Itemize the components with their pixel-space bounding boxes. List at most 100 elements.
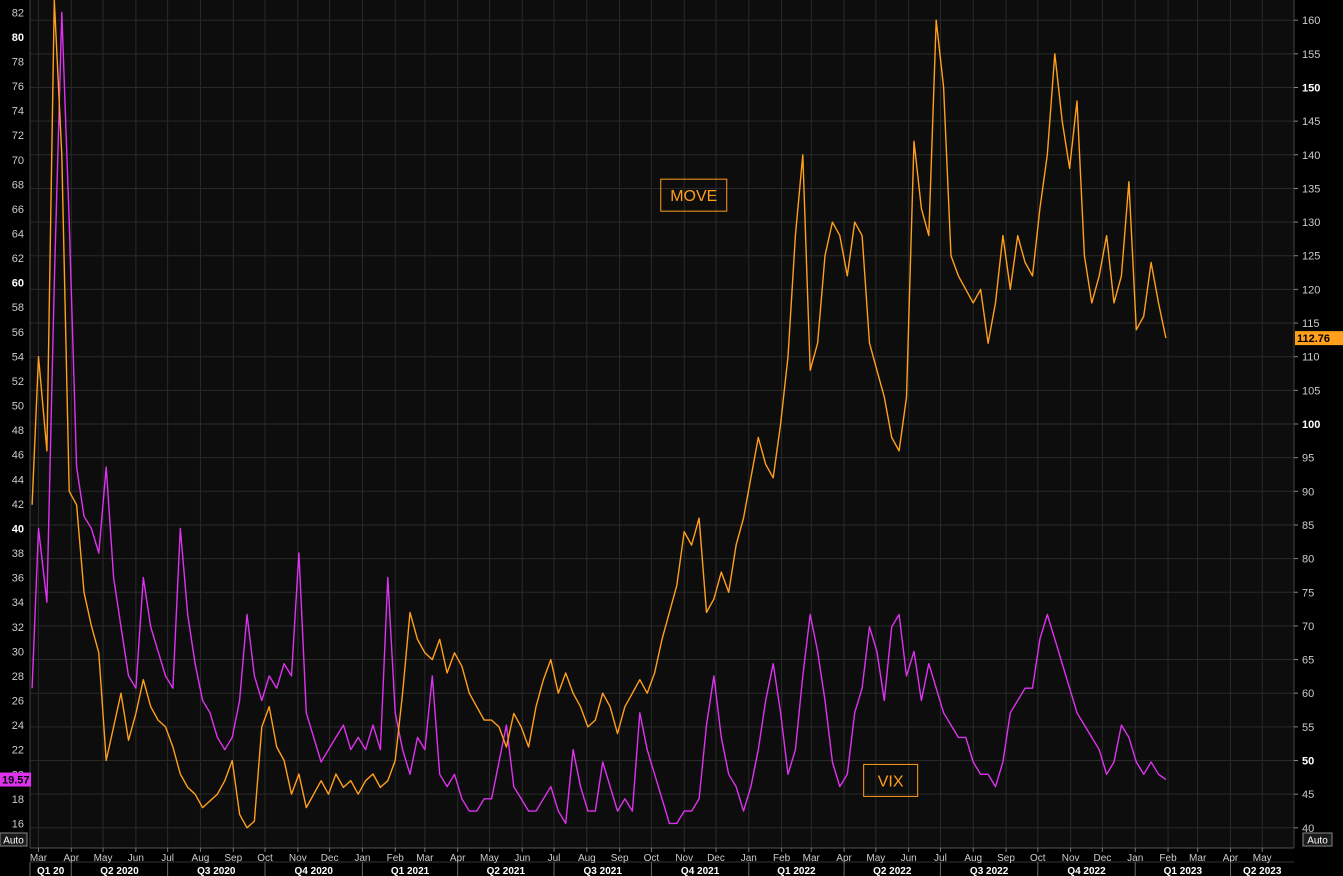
right-axis-tick-label: 70: [1302, 621, 1314, 633]
x-axis-month-label: Jun: [128, 853, 144, 864]
x-axis-month-label: May: [866, 853, 885, 864]
left-axis-tick-label: 32: [12, 622, 24, 634]
left-axis-tick-label: 56: [12, 327, 24, 339]
left-y-axis: 1618202224262830323436384042444648505254…: [0, 0, 31, 848]
left-axis-tick-label: 40: [12, 523, 24, 535]
x-axis-month-label: Nov: [675, 853, 693, 864]
right-axis-tick-label: 85: [1302, 520, 1314, 532]
left-axis-tick-label: 70: [12, 155, 24, 167]
right-axis-tick-label: 55: [1302, 722, 1314, 734]
left-axis-tick-label: 34: [12, 597, 24, 609]
vix-annotation-box: [863, 763, 919, 797]
right-axis-tick-label: 150: [1302, 82, 1320, 94]
x-axis-month-label: Mar: [416, 853, 434, 864]
right-axis-tick-label: 45: [1302, 789, 1314, 801]
right-axis-tick-label: 95: [1302, 453, 1314, 465]
right-y-axis: 40 45 50 55 60 65 70 75 80 85 90 95 100 105 110 115 120 1…: [1293, 0, 1343, 848]
left-axis-tick-label: 28: [12, 671, 24, 683]
left-axis-tick-label: 64: [12, 229, 24, 241]
x-axis-month-label: May: [1253, 853, 1272, 864]
x-axis-month-label: Oct: [257, 853, 273, 864]
x-axis-month-label: Jun: [901, 853, 917, 864]
left-axis-tick-label: 38: [12, 548, 24, 560]
x-axis-quarter-label: Q2 2021: [487, 866, 526, 876]
left-axis-tick-label: 60: [12, 278, 24, 290]
left-axis-tick-label: 78: [12, 56, 24, 68]
right-axis-background: [1294, 0, 1343, 848]
x-axis-month-label: Jun: [514, 853, 530, 864]
x-axis-month-label: Aug: [578, 853, 596, 864]
x-axis-month-label: Sep: [611, 853, 629, 864]
right-axis-tick-label: 40: [1302, 823, 1314, 835]
x-axis-month-label: Mar: [1189, 853, 1207, 864]
x-axis-month-label: Jul: [934, 853, 947, 864]
x-axis-month-label: Apr: [450, 853, 466, 864]
right-axis-tick-label: 145: [1302, 116, 1320, 128]
series-layer: [31, 0, 1167, 829]
x-axis-quarter-label: Q3 2021: [584, 866, 623, 876]
right-axis-tick-label: 105: [1302, 385, 1320, 397]
x-axis-quarter-label: Q2 2020: [100, 866, 139, 876]
left-axis-tick-label: 58: [12, 302, 24, 314]
x-axis-quarter-label: Q2 2023: [1243, 866, 1282, 876]
x-axis-month-label: Apr: [1223, 853, 1239, 864]
move-annotation-box: [660, 178, 728, 212]
left-axis-tick-label: 24: [12, 720, 24, 732]
x-axis-quarter-label: Q1 20: [37, 866, 65, 876]
left-axis-tick-label: 76: [12, 81, 24, 93]
vix-annotation-label: VIX: [878, 773, 904, 790]
right-axis-tick-label: 115: [1302, 318, 1320, 330]
left-axis-tick-label: 54: [12, 351, 24, 363]
right-auto-button-label: Auto: [1307, 836, 1328, 847]
x-axis-quarter-label: Q3 2022: [970, 866, 1009, 876]
right-axis-tick-label: 50: [1302, 756, 1314, 768]
right-axis-tick-label: 80: [1302, 554, 1314, 566]
x-axis-quarter-label: Q1 2022: [777, 866, 816, 876]
right-auto-button-frame: [1302, 832, 1333, 847]
right-axis-tick-label: 60: [1302, 688, 1314, 700]
left-axis-tick-label: 18: [12, 794, 24, 806]
vix-last-value-tag: [0, 772, 31, 787]
right-axis-tick-label: 140: [1302, 150, 1320, 162]
x-axis-month-label: Oct: [1030, 853, 1046, 864]
right-axis-tick-label: 90: [1302, 486, 1314, 498]
right-axis-tick-label: 65: [1302, 655, 1314, 667]
move-series-line: [31, 0, 1167, 829]
right-axis-tick-label: 135: [1302, 183, 1320, 195]
x-axis-month-label: Aug: [964, 853, 982, 864]
left-axis-tick-label: 74: [12, 106, 24, 118]
x-axis-quarter-label: Q1 2023: [1164, 866, 1203, 876]
x-axis-month-label: Apr: [836, 853, 852, 864]
left-auto-button-frame: [0, 832, 28, 847]
x-axis-month-label: Dec: [707, 853, 725, 864]
right-axis-tick-label: 120: [1302, 284, 1320, 296]
x-axis-month-label: Jan: [741, 853, 757, 864]
right-axis-tick-label: 160: [1302, 15, 1320, 27]
x-axis-month-label: Jul: [548, 853, 561, 864]
left-axis-tick-label: 36: [12, 573, 24, 585]
x-axis-month-label: Mar: [803, 853, 821, 864]
right-axis-tick-label: 125: [1302, 251, 1320, 263]
x-axis-month-label: Apr: [64, 853, 80, 864]
x-axis-month-label: Jan: [1127, 853, 1143, 864]
left-axis-tick-label: 82: [12, 7, 24, 19]
move-last-value-tag: [1295, 331, 1343, 346]
move-annotation-label: MOVE: [670, 188, 717, 205]
left-axis-tick-label: 50: [12, 401, 24, 413]
x-axis-month-label: Sep: [997, 853, 1015, 864]
x-axis-month-label: Jan: [354, 853, 370, 864]
left-axis-tick-label: 30: [12, 646, 24, 658]
x-axis-month-label: Dec: [321, 853, 339, 864]
left-axis-tick-label: 42: [12, 499, 24, 511]
left-axis-tick-label: 52: [12, 376, 24, 388]
x-axis-month-label: Mar: [30, 853, 48, 864]
left-axis-tick-label: 48: [12, 425, 24, 437]
x-axis-month-label: Jul: [161, 853, 174, 864]
x-axis-quarter-label: Q1 2021: [391, 866, 430, 876]
left-axis-tick-label: 44: [12, 474, 24, 486]
x-axis-quarter-label: Q4 2020: [295, 866, 334, 876]
left-axis-tick-label: 46: [12, 450, 24, 462]
left-axis-tick-label: 26: [12, 696, 24, 708]
x-axis-quarter-label: Q4 2021: [681, 866, 720, 876]
